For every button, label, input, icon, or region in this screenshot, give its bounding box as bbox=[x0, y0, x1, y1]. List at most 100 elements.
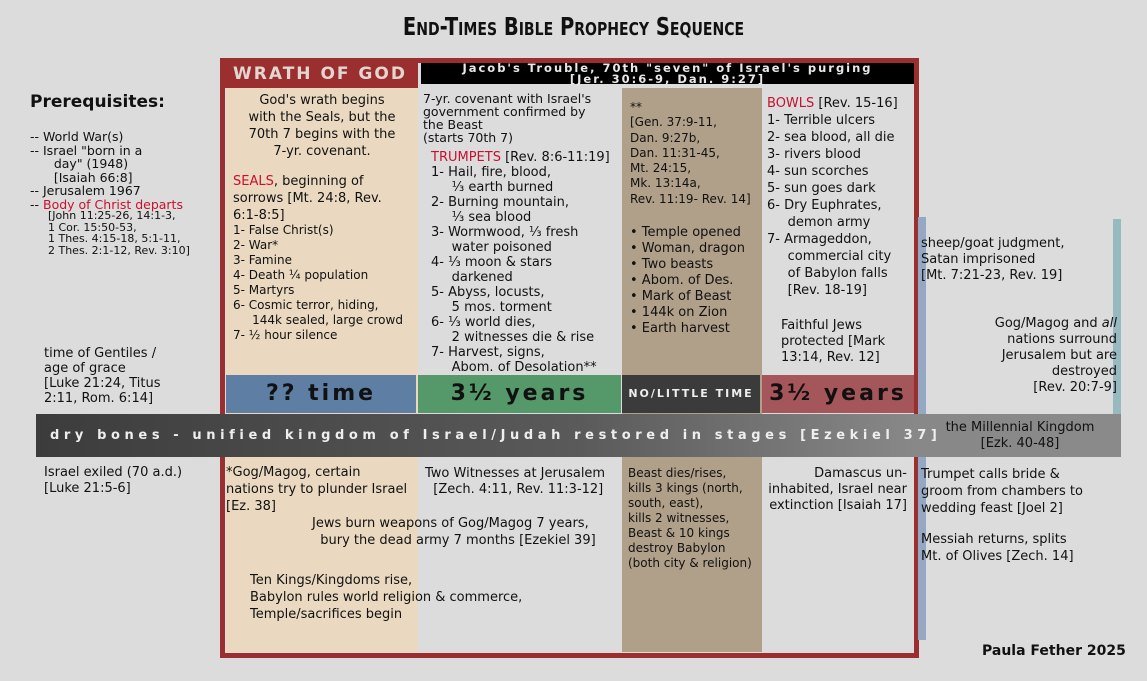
text-line: 144k sealed, large crowd bbox=[233, 313, 403, 327]
text-line: nations try to plunder Israel bbox=[226, 482, 408, 497]
text-segment: [Rev. 15-16] bbox=[814, 96, 898, 111]
text-line: • Abom. of Des. bbox=[630, 273, 734, 288]
text-line: age of grace bbox=[44, 361, 126, 376]
text-line: Beast dies/rises, bbox=[628, 466, 727, 480]
text-line: 5- Martyrs bbox=[233, 283, 295, 297]
time-bar-second-half: 3½ years bbox=[762, 375, 914, 413]
jacobs-trouble-header: Jacob's Trouble, 70th "seven" of Israel'… bbox=[421, 63, 914, 84]
text-line: [Luke 21:5-6] bbox=[44, 481, 131, 496]
text-line: wedding feast [Joel 2] bbox=[921, 501, 1063, 516]
text-line: 7- ½ hour silence bbox=[233, 328, 338, 342]
text-line: the Beast bbox=[423, 117, 483, 132]
text-line: [John 11:25-26, 14:1-3, bbox=[48, 209, 176, 222]
section-heading: BOWLS bbox=[767, 96, 815, 111]
messiah-returns-note: Messiah returns, splits Mt. of Olives [Ze… bbox=[921, 531, 1074, 565]
text-line: • Mark of Beast bbox=[630, 289, 732, 304]
text-line: of Babylon falls bbox=[767, 266, 888, 281]
section-heading: SEALS bbox=[233, 174, 274, 189]
text-line: 6- Dry Euphrates, bbox=[767, 198, 882, 213]
text-line: time of Gentiles / bbox=[44, 346, 157, 361]
text-line: sheep/goat judgment, bbox=[921, 236, 1065, 251]
dry-bones-text: dry bones - unified kingdom of Israel/Ju… bbox=[50, 428, 942, 443]
gog-magog-ez38-note: *Gog/Magog, certain nations try to plunde… bbox=[226, 464, 407, 515]
text-line: Gog/Magog and all bbox=[960, 316, 1117, 332]
text-line: 1- Hail, fire, blood, bbox=[431, 165, 551, 180]
text-line: BOWLS [Rev. 15-16] bbox=[767, 95, 898, 112]
text-line: kills 2 witnesses, bbox=[628, 511, 730, 525]
israel-exiled-note: Israel exiled (70 a.d.) [Luke 21:5-6] bbox=[44, 465, 182, 497]
sheep-goat-note: sheep/goat judgment, Satan imprisoned [Mt.… bbox=[921, 236, 1065, 284]
text-line: Israel exiled (70 a.d.) bbox=[44, 465, 183, 480]
millennial-kingdom-label: the Millennial Kingdom [Ezk. 40-48] bbox=[925, 420, 1115, 452]
wrath-frame bbox=[220, 58, 919, 658]
text-line: ⅓ sea blood bbox=[431, 210, 532, 225]
text-line: [Gen. 37:9-11, bbox=[630, 115, 717, 130]
text-line: 6- Cosmic terror, hiding, bbox=[233, 298, 379, 312]
text-line: Prerequisites: bbox=[30, 92, 165, 112]
text-line: 3- Wormwood, ⅓ fresh bbox=[431, 225, 579, 240]
text-line: Babylon rules world religion & commerce, bbox=[250, 590, 523, 605]
text-line: -- Jerusalem 1967 bbox=[30, 183, 141, 198]
text-line: 4- sun scorches bbox=[767, 164, 869, 179]
text-line: (both city & religion) bbox=[628, 556, 752, 570]
seals-list: 1- False Christ(s) 2- War* 3- Famine 4- Dea… bbox=[233, 223, 403, 343]
text-line: 7- Armageddon, bbox=[767, 232, 872, 247]
author-credit: Paula Fether 2025 bbox=[982, 643, 1126, 659]
text-line: SEALS, beginning of bbox=[233, 173, 382, 190]
prerequisites-heading: Prerequisites: bbox=[30, 94, 165, 111]
jacob-refs: [Jer. 30:6-9, Dan. 9:27] bbox=[569, 71, 766, 86]
text-line: 13:14, Rev. 12] bbox=[781, 350, 880, 365]
text-line: sorrows [Mt. 24:8, Rev. bbox=[233, 191, 382, 206]
text-line: • Temple opened bbox=[630, 225, 741, 240]
text-line: Temple/sacrifices begin bbox=[250, 607, 403, 622]
gentiles-note: time of Gentiles / age of grace [Luke 21:2… bbox=[44, 346, 161, 406]
section-heading: Body of Christ departs bbox=[43, 196, 183, 212]
text-line: 2- sea blood, all die bbox=[767, 130, 895, 145]
millennial-ref: [Ezk. 40-48] bbox=[980, 436, 1060, 451]
text-line: • Earth harvest bbox=[630, 321, 730, 336]
text-line: Damascus un- bbox=[814, 466, 907, 481]
text-line: [Isaiah 66:8] bbox=[30, 169, 133, 185]
text-line: 2 Thes. 2:1-12, Rev. 3:10] bbox=[48, 243, 190, 257]
text-line: [Zech. 4:11, Rev. 11:3-12] bbox=[425, 482, 604, 497]
text-line: Mk. 13:14a, bbox=[630, 176, 701, 191]
page-title: End-Times Bible Prophecy Sequence bbox=[402, 12, 745, 41]
text-line: (starts 70th 7) bbox=[423, 130, 514, 145]
two-witnesses-note: Two Witnesses at Jerusalem [Zech. 4:11, … bbox=[425, 466, 605, 498]
text-line: 7-yr. covenant. bbox=[273, 144, 371, 159]
text-line: -- Israel "born in a bbox=[30, 142, 143, 158]
text-line: 1- Terrible ulcers bbox=[767, 113, 876, 128]
text-line: demon army bbox=[767, 215, 871, 230]
text-line: Rev. 11:19- Rev. 14] bbox=[630, 191, 751, 206]
text-line: destroy Babylon bbox=[628, 541, 726, 555]
text-line: Mt. 24:15, bbox=[630, 161, 692, 176]
midpoint-events: • Temple opened • Woman, dragon • Two beas… bbox=[630, 225, 745, 337]
text-line: 2- Burning mountain, bbox=[431, 195, 569, 210]
text-line: day" (1948) bbox=[30, 156, 129, 171]
text-line: TRUMPETS [Rev. 8:6-11:19] bbox=[431, 150, 610, 165]
text-line: Two Witnesses at Jerusalem bbox=[425, 466, 606, 481]
text-line: destroyed bbox=[1051, 364, 1117, 379]
text-segment: -- bbox=[30, 196, 43, 212]
text-line: Faithful Jews bbox=[781, 318, 862, 333]
text-line: [Luke 21:24, Titus bbox=[44, 376, 161, 391]
ten-kings-note: Ten Kings/Kingdoms rise, Babylon rules wo… bbox=[250, 572, 522, 623]
text-line: Beast & 10 kings bbox=[628, 526, 730, 540]
trumpet-bride-note: Trumpet calls bride & groom from chambers… bbox=[921, 466, 1083, 517]
text-line: darkened bbox=[431, 270, 513, 285]
text-line: 1 Cor. 15:50-53, bbox=[48, 220, 137, 234]
text-line: kills 3 kings (north, bbox=[628, 481, 743, 495]
text-line: water poisoned bbox=[431, 240, 552, 255]
text-line: 1 Thes. 4:15-18, 5:1-11, bbox=[48, 232, 181, 245]
text-line: Dan. 11:31-45, bbox=[630, 145, 720, 160]
text-line: commercial city bbox=[767, 249, 892, 264]
text-line: [Rev. 20:7-9] bbox=[1033, 380, 1117, 395]
dry-bones-bar bbox=[36, 414, 1121, 457]
prerequisites-list: -- World War(s) -- Israel "born in a day"… bbox=[30, 130, 183, 211]
text-line: groom from chambers to bbox=[921, 484, 1083, 499]
text-line: 3- rivers blood bbox=[767, 147, 862, 162]
wrath-of-god-header: WRATH OF GOD bbox=[222, 60, 418, 88]
text-line: protected [Mark bbox=[781, 334, 886, 349]
text-line: 7-yr. covenant with Israel's bbox=[423, 91, 592, 106]
text-segment: all bbox=[1101, 316, 1117, 331]
